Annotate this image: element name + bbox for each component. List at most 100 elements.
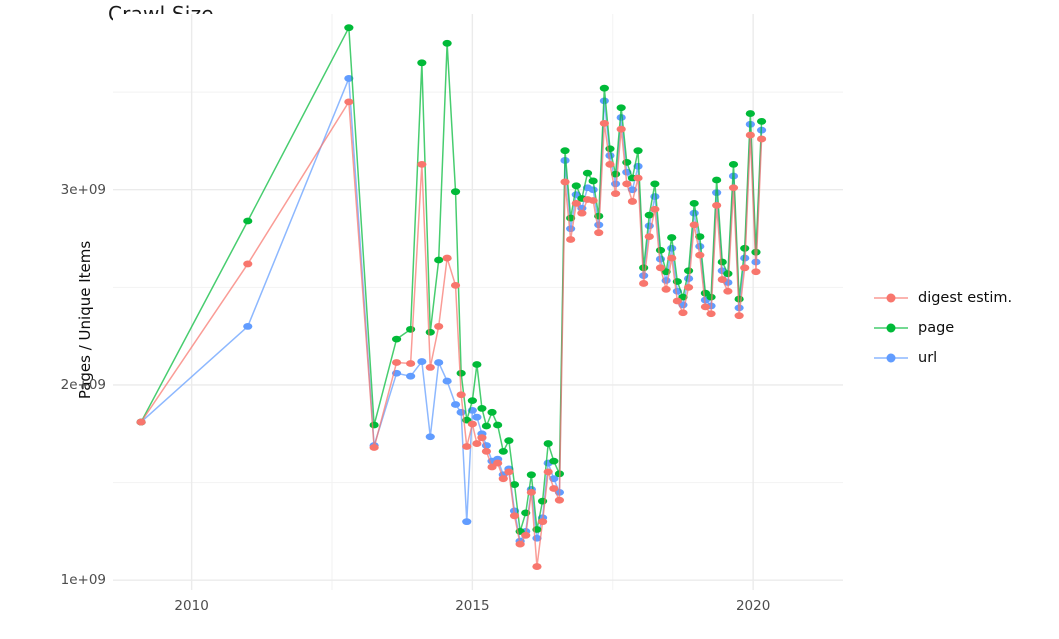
data-point [442, 377, 452, 385]
x-tick-label: 2015 [455, 598, 490, 614]
series-line [140, 99, 763, 567]
data-point [751, 268, 761, 276]
data-point [622, 180, 632, 188]
data-point [734, 312, 744, 320]
data-point [504, 437, 514, 445]
data-point [633, 147, 643, 155]
data-point [406, 372, 416, 380]
data-point [566, 225, 576, 233]
x-tick-label: 2020 [735, 598, 771, 614]
data-point [450, 282, 461, 289]
data-point [549, 485, 559, 492]
data-point [537, 518, 548, 526]
data-point [605, 152, 615, 159]
data-point [472, 413, 482, 421]
legend-item-label: url [918, 350, 938, 366]
data-point [417, 358, 427, 365]
data-point [644, 233, 654, 240]
data-point [717, 258, 727, 266]
data-point [481, 422, 492, 430]
data-point [605, 160, 615, 168]
data-point [723, 287, 733, 295]
data-point [456, 391, 466, 399]
data-point [588, 197, 598, 204]
data-point [566, 236, 576, 243]
y-tick-label: 2e+09 [60, 376, 106, 393]
gridlines-minor [113, 14, 843, 590]
data-point [532, 563, 542, 570]
data-point [477, 434, 487, 442]
legend-item[interactable]: digest estim. [874, 283, 1012, 313]
data-point [571, 182, 581, 190]
plot-svg [113, 14, 843, 590]
data-point [582, 169, 593, 177]
data-point [650, 205, 660, 213]
legend-item[interactable]: page [874, 313, 1012, 343]
data-point [610, 190, 621, 198]
data-point [717, 276, 727, 283]
data-point [467, 397, 477, 404]
data-point [462, 518, 472, 526]
data-point [425, 364, 435, 371]
data-point [712, 176, 722, 184]
data-point [756, 135, 767, 143]
data-point [599, 119, 609, 127]
plot-panel [113, 14, 843, 590]
data-point [751, 248, 761, 256]
data-point [509, 481, 520, 488]
legend-key-icon [874, 313, 908, 343]
data-point [344, 24, 354, 32]
legend-item[interactable]: url [874, 343, 1012, 373]
data-point [695, 233, 705, 240]
legend-key-dot [886, 293, 896, 303]
data-point [740, 244, 750, 252]
data-point [549, 457, 559, 465]
data-point [477, 405, 487, 412]
data-point [509, 512, 520, 520]
data-point [683, 267, 694, 275]
data-point [442, 254, 452, 262]
series-line [140, 24, 763, 532]
data-point [434, 256, 444, 264]
data-point [526, 471, 536, 479]
data-point [543, 440, 553, 447]
data-point [667, 244, 677, 252]
data-point [723, 270, 733, 278]
data-point [243, 260, 253, 268]
data-point [588, 186, 598, 194]
gridlines-major [113, 14, 843, 590]
data-point [456, 369, 466, 377]
data-point [740, 264, 750, 272]
data-point [672, 297, 682, 305]
data-point [425, 433, 435, 441]
data-point [745, 110, 755, 117]
data-point [526, 488, 536, 496]
y-tick-label: 3e+09 [60, 181, 106, 198]
data-point [434, 323, 444, 330]
data-point [391, 359, 402, 366]
data-point [498, 447, 508, 455]
data-point [425, 328, 435, 336]
data-point [243, 217, 253, 225]
legend-key-dot [886, 323, 896, 333]
data-point [462, 443, 472, 450]
series-url [136, 75, 767, 545]
data-point [616, 104, 626, 112]
data-point [756, 117, 767, 125]
data-point [650, 180, 660, 188]
data-point [554, 496, 565, 504]
data-point [616, 114, 626, 121]
data-point [560, 147, 570, 155]
data-point [622, 158, 632, 166]
data-point [406, 360, 416, 367]
data-point [344, 75, 354, 82]
data-point [605, 145, 615, 153]
data-point [667, 234, 677, 241]
x-tick-label: 2010 [174, 598, 209, 614]
data-point [472, 440, 482, 447]
legend-key-icon [874, 343, 908, 373]
data-point [543, 468, 553, 476]
data-point [695, 251, 705, 259]
data-point [406, 325, 416, 333]
